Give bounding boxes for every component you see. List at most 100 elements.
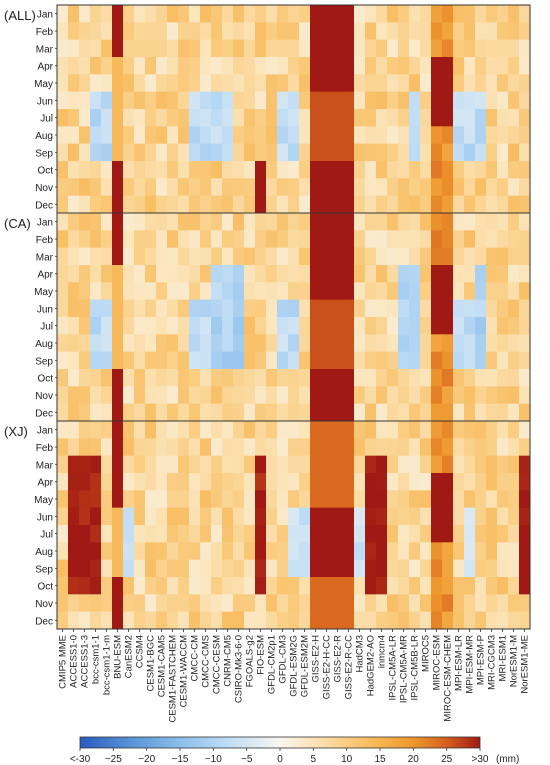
colorbar-tick-label: 20: [408, 754, 420, 765]
heatmap-cell: [112, 195, 124, 214]
heatmap-cell: [310, 230, 322, 249]
heatmap-cell: [431, 39, 443, 58]
heatmap-cell: [211, 161, 223, 179]
heatmap-cell: [398, 351, 410, 370]
heatmap-cell: [321, 421, 333, 439]
heatmap-cell: [376, 213, 388, 231]
heatmap-cell: [123, 473, 135, 491]
heatmap-cell: [255, 559, 267, 578]
model-label: CESM1-WACCM: [179, 635, 190, 708]
heatmap-cell: [409, 525, 421, 543]
heatmap-cell: [453, 39, 465, 58]
heatmap-cell: [189, 126, 201, 145]
heatmap-cell: [233, 39, 245, 58]
heatmap-cell: [387, 178, 399, 197]
heatmap-cell: [266, 195, 278, 214]
heatmap-cell: [519, 542, 531, 561]
heatmap-cell: [222, 143, 234, 162]
heatmap-cell: [453, 403, 465, 422]
heatmap-cell: [508, 161, 520, 179]
heatmap-cell: [486, 369, 498, 387]
heatmap-cell: [387, 22, 399, 41]
heatmap-cell: [519, 74, 531, 93]
heatmap-cell: [156, 317, 168, 335]
heatmap-cell: [343, 369, 355, 387]
heatmap-cell: [211, 282, 223, 301]
heatmap-cell: [79, 577, 91, 595]
heatmap-cell: [486, 577, 498, 595]
heatmap-cell: [123, 421, 135, 439]
heatmap-cell: [508, 247, 520, 266]
heatmap-cell: [233, 594, 245, 613]
heatmap-cell: [156, 507, 168, 526]
heatmap-cell: [442, 403, 454, 422]
panel-label: (XJ): [4, 424, 28, 439]
heatmap-cell: [332, 178, 344, 197]
heatmap-cell: [145, 542, 157, 561]
heatmap-cell: [255, 473, 267, 491]
heatmap-cell: [453, 299, 465, 318]
heatmap-cell: [387, 473, 399, 491]
heatmap-cell: [79, 22, 91, 41]
heatmap-cell: [123, 282, 135, 301]
heatmap-cell: [475, 109, 487, 127]
heatmap-cell: [156, 74, 168, 93]
heatmap-cell: [519, 334, 531, 353]
month-label: Jun: [37, 512, 53, 523]
heatmap-cell: [222, 213, 234, 231]
heatmap-cell: [233, 109, 245, 127]
heatmap-cell: [211, 334, 223, 353]
month-label: Apr: [37, 62, 53, 73]
heatmap-cell: [376, 178, 388, 197]
heatmap-cell: [321, 299, 333, 318]
heatmap-cell: [167, 213, 179, 231]
heatmap-cell: [79, 386, 91, 405]
heatmap-cell: [68, 507, 80, 526]
heatmap-cell: [398, 22, 410, 41]
heatmap-cell: [178, 22, 190, 41]
heatmap-cell: [332, 213, 344, 231]
heatmap-cell: [156, 369, 168, 387]
heatmap-cell: [112, 594, 124, 613]
heatmap-cell: [475, 91, 487, 110]
heatmap-cell: [453, 5, 465, 23]
colorbar-tick-label: −10: [205, 754, 222, 765]
heatmap-cell: [332, 594, 344, 613]
model-label: GFDL-ESM2M: [300, 635, 311, 697]
heatmap-cell: [343, 265, 355, 283]
heatmap-cell: [398, 403, 410, 422]
heatmap-cell: [420, 161, 432, 179]
heatmap-cell: [200, 438, 212, 457]
heatmap-cell: [376, 334, 388, 353]
heatmap-cell: [123, 126, 135, 145]
heatmap-cell: [288, 265, 300, 283]
heatmap-cell: [134, 507, 146, 526]
heatmap-cell: [497, 178, 509, 197]
heatmap-cell: [464, 594, 476, 613]
heatmap-cell: [475, 57, 487, 75]
heatmap-cell: [354, 39, 366, 58]
heatmap-cell: [332, 542, 344, 561]
heatmap-cell: [508, 143, 520, 162]
heatmap-cell: [90, 334, 102, 353]
heatmap-cell: [90, 247, 102, 266]
heatmap-cell: [310, 178, 322, 197]
heatmap-cell: [233, 213, 245, 231]
heatmap-cell: [145, 386, 157, 405]
month-label: May: [34, 495, 53, 506]
heatmap-cell: [79, 57, 91, 75]
heatmap-cell: [288, 317, 300, 335]
heatmap-cell: [453, 143, 465, 162]
heatmap-cell: [211, 91, 223, 110]
heatmap-cell: [376, 577, 388, 595]
heatmap-cell: [299, 195, 311, 214]
heatmap-cell: [376, 351, 388, 370]
heatmap-cell: [409, 594, 421, 613]
heatmap-cell: [299, 109, 311, 127]
heatmap-cell: [189, 265, 201, 283]
heatmap-cell: [189, 230, 201, 249]
heatmap-cell: [321, 126, 333, 145]
heatmap-cell: [156, 525, 168, 543]
heatmap-cell: [398, 143, 410, 162]
